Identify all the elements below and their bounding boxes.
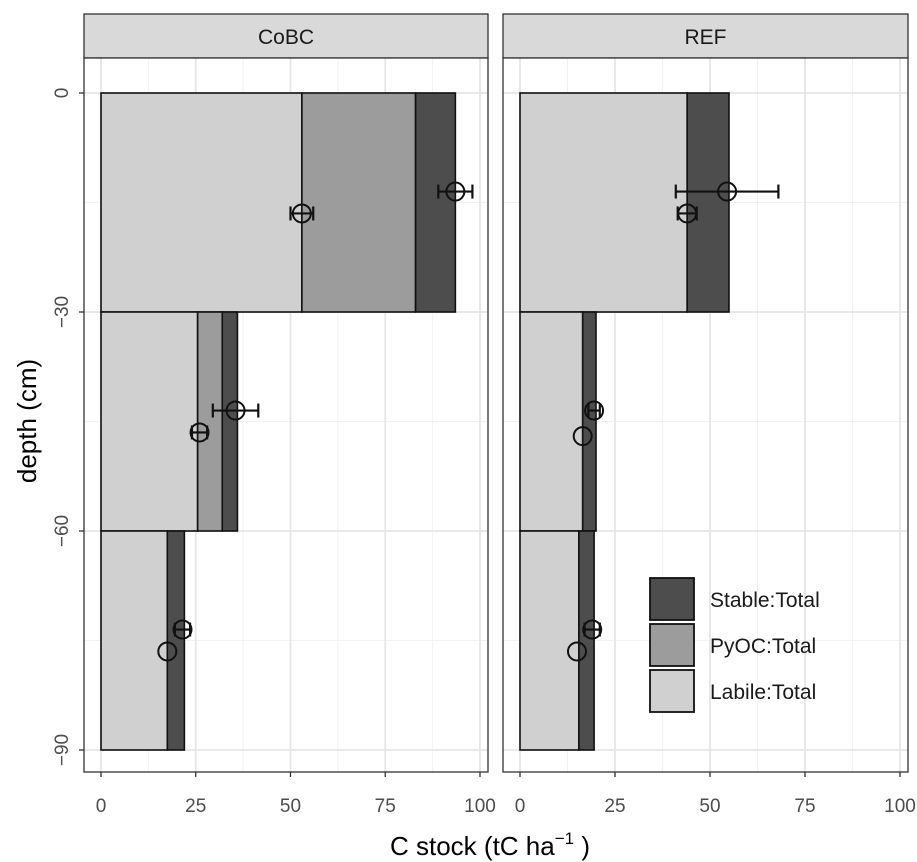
bar-segment-labile: [100, 530, 169, 751]
legend-label-labile: Labile:Total: [710, 681, 816, 704]
bar-segment-pyoc: [301, 92, 417, 313]
x-tick-label: 100: [464, 796, 496, 817]
bar-segment-pyoc: [196, 311, 224, 532]
panel-strip: [502, 13, 909, 59]
bar-segment-stable: [414, 92, 457, 313]
panel-points: [157, 181, 474, 662]
bar-segment-stable: [581, 311, 597, 532]
panel-border: [83, 57, 489, 773]
x-tick-label: 25: [185, 796, 206, 817]
panel-ref: REF: [502, 13, 909, 773]
data-point: [189, 422, 210, 443]
x-tick-label: 50: [280, 796, 301, 817]
panel-cobc: CoBC: [83, 13, 489, 773]
x-tick-label: 75: [794, 796, 815, 817]
bar-segment-labile: [519, 530, 580, 751]
x-tick-label: 50: [699, 796, 720, 817]
panel-bars: [100, 92, 457, 751]
panel-border: [502, 57, 909, 773]
legend-label-stable: Stable:Total: [710, 589, 820, 612]
y-tick-label: 0: [52, 88, 73, 99]
bar-segment-labile: [100, 311, 199, 532]
data-point: [172, 619, 193, 640]
legend-layer: Stable:Total PyOC:Total Labile:Total: [649, 577, 820, 713]
x-axis-title-superscript: −1: [555, 829, 574, 848]
axes-layer: 0 25 50 75 100 0 25 50 75 100 0 −30 −60 −90: [52, 88, 916, 817]
bar-segment-stable: [578, 530, 595, 751]
bar-segment-stable: [686, 92, 730, 313]
data-point: [225, 400, 246, 421]
bar-segment-stable: [221, 311, 239, 532]
x-tick-label: 0: [515, 796, 526, 817]
x-tick-label: 75: [375, 796, 396, 817]
bar-segment-labile: [100, 92, 303, 313]
bar-segment-labile: [519, 311, 584, 532]
data-point: [572, 426, 593, 447]
panel-strip-label: CoBC: [258, 26, 314, 49]
y-tick-label: −60: [52, 515, 73, 547]
x-tick-label: 100: [884, 796, 916, 817]
bar-segment-stable: [166, 530, 186, 751]
data-point: [717, 181, 738, 202]
panel-strip-label: REF: [685, 26, 727, 49]
x-axis-title: C stock (tC ha−1 ): [390, 829, 590, 861]
panel-strip: [83, 13, 489, 59]
panels-layer: CoBC REF: [83, 13, 909, 773]
panel-points: [567, 181, 780, 662]
data-point: [677, 203, 698, 224]
legend-label-pyoc: PyOC:Total: [710, 635, 816, 658]
x-axis-title-main: C stock (tC ha: [390, 831, 555, 861]
data-point: [445, 181, 466, 202]
y-tick-label: −30: [52, 296, 73, 328]
data-point: [584, 400, 605, 421]
data-point: [567, 641, 587, 662]
panel-bars: [519, 92, 730, 751]
x-axis-title-suffix: ): [574, 831, 590, 861]
x-tick-label: 25: [604, 796, 625, 817]
legend-swatch-pyoc: [649, 623, 695, 667]
data-point: [157, 641, 178, 662]
y-axis-title: depth (cm): [12, 359, 42, 483]
bar-segment-labile: [519, 92, 688, 313]
legend-swatch-labile: [649, 669, 695, 713]
legend-swatch-stable: [649, 577, 695, 621]
x-tick-label: 0: [96, 796, 107, 817]
data-point: [582, 619, 603, 640]
data-point: [291, 203, 312, 224]
y-tick-label: −90: [52, 734, 73, 766]
